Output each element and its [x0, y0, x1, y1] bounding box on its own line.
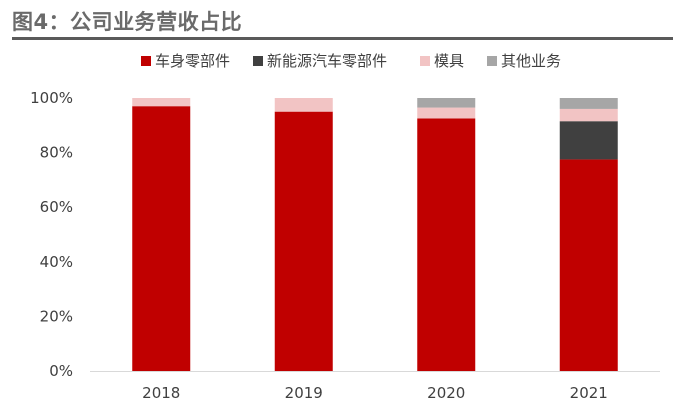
title-underline — [12, 37, 673, 40]
bar-2019-series-0 — [274, 111, 333, 372]
legend-label-0: 车身零部件 — [155, 52, 230, 70]
bar-2021-series-3 — [559, 98, 618, 109]
bar-2021-series-0 — [559, 159, 618, 371]
bar-2021-series-1 — [559, 121, 618, 160]
y-axis: 0% 20% 40% 60% 80% 100% — [30, 89, 73, 380]
bar-2020-series-0 — [417, 118, 476, 371]
y-tick-label-3: 60% — [40, 198, 73, 216]
x-axis: 2018 2019 2020 2021 — [90, 371, 660, 402]
y-tick-label-2: 40% — [40, 253, 73, 271]
x-tick-label-2021: 2021 — [570, 384, 608, 402]
bar-2018-series-2 — [132, 98, 191, 107]
chart-title: 图4：公司业务营收占比 — [12, 10, 243, 34]
bar-2020-series-3 — [417, 98, 476, 108]
x-tick-label-2020: 2020 — [427, 384, 465, 402]
x-tick-label-2018: 2018 — [142, 384, 180, 402]
legend-swatch-2 — [420, 56, 430, 66]
legend: 车身零部件 新能源汽车零部件 模具 其他业务 — [141, 52, 561, 70]
legend-swatch-1 — [253, 56, 263, 66]
y-tick-label-0: 0% — [49, 362, 73, 380]
y-tick-label-5: 100% — [30, 89, 73, 107]
bar-2018-series-0 — [132, 106, 191, 371]
legend-label-1: 新能源汽车零部件 — [267, 52, 387, 70]
legend-label-3: 其他业务 — [501, 52, 561, 70]
bar-2019-series-2 — [274, 98, 333, 112]
x-tick-label-2019: 2019 — [285, 384, 323, 402]
legend-label-2: 模具 — [434, 52, 464, 70]
legend-swatch-0 — [141, 56, 151, 66]
bar-2021-series-2 — [559, 108, 618, 122]
bar-2020-series-2 — [417, 107, 476, 119]
bars — [132, 98, 618, 372]
y-tick-label-4: 80% — [40, 144, 73, 162]
legend-swatch-3 — [487, 56, 497, 66]
y-tick-label-1: 20% — [40, 307, 73, 325]
